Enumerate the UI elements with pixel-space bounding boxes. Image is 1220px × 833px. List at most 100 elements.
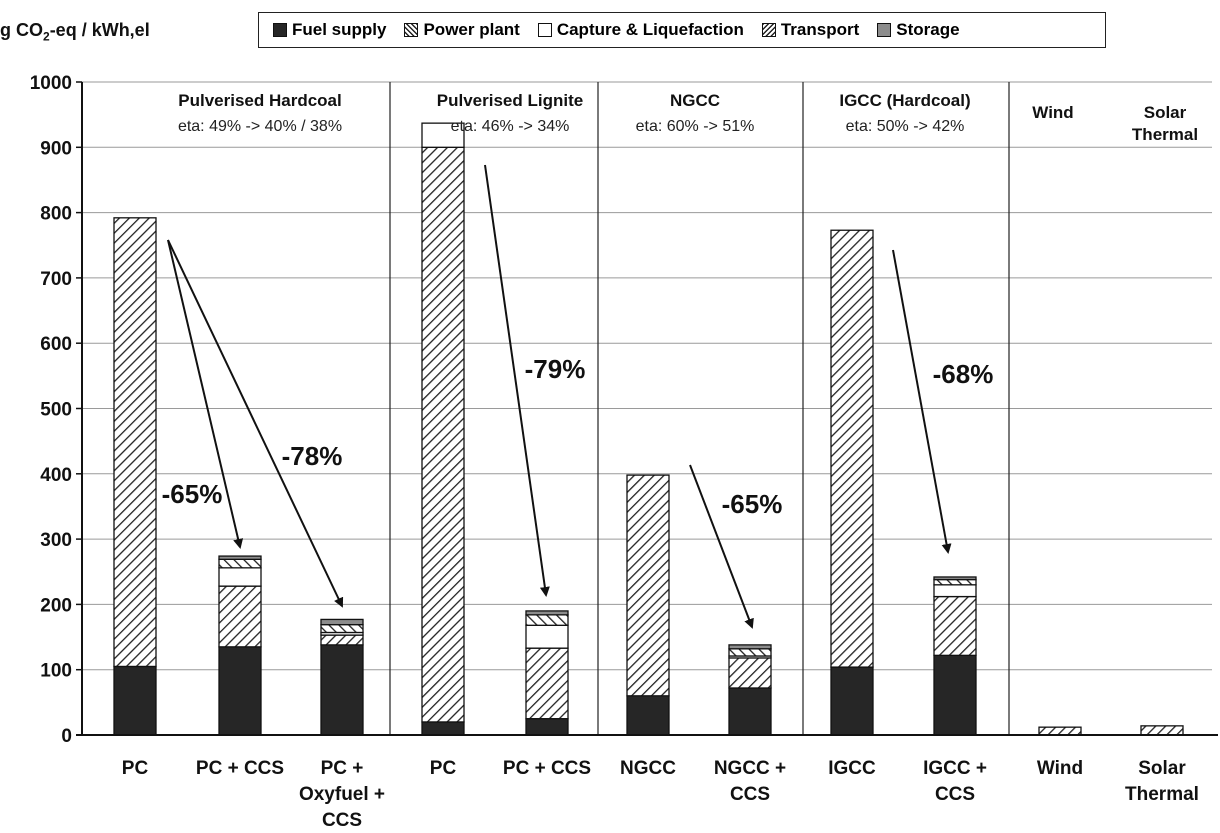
group-title: Solar: [1144, 103, 1187, 122]
bar-segment-storage-8: [933, 576, 977, 581]
y-tick-labels: 0 100 200 300 400 500 600 700 800 900 1000: [30, 73, 72, 747]
legend-label: Power plant: [423, 20, 520, 39]
x-tick-labels: PC PC + CCS PC + Oxyfuel + CCS PC PC + CCS NGCC…: [122, 758, 1199, 831]
bar-segment-power-plant-7: [830, 229, 874, 668]
group-title: Pulverised Hardcoal: [178, 91, 341, 110]
group-title: Wind: [1032, 103, 1073, 122]
x-tick-label: Wind: [1037, 758, 1083, 779]
group-subtitle: eta: 60% -> 51%: [636, 118, 755, 135]
bar-segment-storage-2: [320, 618, 364, 626]
legend-swatch-capture: [537, 23, 552, 37]
bar-segment-power-plant-8: [933, 595, 977, 656]
legend-item-transport: Transport: [761, 20, 860, 40]
bar-segment-power-plant-4: [525, 647, 569, 720]
bar-segment-capture-liquefaction-1: [218, 567, 262, 587]
y-axis-title: g CO2-eq / kWh,el: [0, 20, 150, 44]
bar-segment-power-plant-2: [320, 634, 364, 646]
bar-segment-fuel-supply-6: [728, 687, 772, 736]
x-tick-label: CCS: [730, 784, 770, 805]
axes: [76, 81, 1218, 736]
group-separators: [389, 82, 1010, 735]
x-tick-label: CCS: [935, 784, 975, 805]
bar-segment-fuel-supply-5: [626, 695, 670, 736]
bar-segment-power-plant-10: [1140, 725, 1184, 736]
group-subtitle: eta: 50% -> 42%: [846, 118, 965, 135]
reduction-label: -79%: [525, 354, 586, 384]
bar-segment-capture-liquefaction-8: [933, 584, 977, 598]
bar-segment-capture-liquefaction-3: [421, 122, 465, 148]
x-tick-label: IGCC +: [923, 758, 987, 779]
bar-segment-storage-1: [218, 555, 262, 560]
x-tick-label: PC: [430, 758, 457, 779]
group-titles: Pulverised Hardcoal eta: 49% -> 40% / 38%…: [178, 91, 1198, 144]
y-tick-label-0: 0: [61, 726, 72, 747]
chart-legend: Fuel supply Power plant Capture & Liquef…: [258, 12, 1106, 48]
x-tick-label: Oxyfuel +: [299, 784, 385, 805]
reduction-arrow: [167, 239, 244, 549]
group-title: Thermal: [1132, 125, 1198, 144]
bar-segment-fuel-supply-8: [933, 654, 977, 736]
legend-swatch-transport: [761, 23, 776, 37]
reduction-label: -65%: [722, 489, 783, 519]
y-tick-label-1000: 1000: [30, 73, 72, 94]
x-tick-label: PC: [122, 758, 149, 779]
bar-segment-storage-6: [728, 644, 772, 650]
reduction-label: -78%: [282, 441, 343, 471]
reduction-arrow: [689, 464, 754, 629]
reduction-label: -68%: [933, 359, 994, 389]
legend-swatch-power-plant: [404, 23, 419, 37]
annotations: -65% -78% -79% -65% -68%: [162, 164, 994, 629]
bar-segment-fuel-supply-7: [830, 666, 874, 736]
bar-segment-fuel-supply-0: [113, 665, 157, 736]
bar-segment-fuel-supply-4: [525, 718, 569, 736]
bar-segment-power-plant-6: [728, 657, 772, 689]
bar-segment-fuel-supply-1: [218, 646, 262, 736]
legend-swatch-fuel-supply: [273, 23, 287, 37]
bar-segment-fuel-supply-2: [320, 644, 364, 736]
bar-segment-power-plant-3: [421, 146, 465, 723]
x-tick-label: PC +: [321, 758, 364, 779]
legend-item-power-plant: Power plant: [404, 20, 520, 40]
reduction-label: -65%: [162, 479, 223, 509]
y-tick-label-800: 800: [40, 204, 72, 225]
y-tick-label-300: 300: [40, 530, 72, 551]
y-tick-label-700: 700: [40, 269, 72, 290]
legend-item-capture: Capture & Liquefaction: [537, 20, 744, 40]
reduction-arrow: [892, 249, 952, 554]
bar-segment-capture-liquefaction-4: [525, 624, 569, 649]
reduction-arrow: [484, 164, 550, 597]
y-tick-label-600: 600: [40, 334, 72, 355]
x-tick-label: CCS: [322, 810, 362, 831]
bars: [113, 122, 1184, 736]
x-tick-label: Solar: [1138, 758, 1186, 779]
x-tick-label: NGCC: [620, 758, 676, 779]
legend-swatch-storage: [877, 23, 892, 37]
y-tick-label-400: 400: [40, 465, 72, 486]
bar-segment-transport-8: [933, 578, 977, 586]
x-tick-label: IGCC: [828, 758, 876, 779]
bar-segment-fuel-supply-3: [421, 721, 465, 736]
x-tick-label: PC + CCS: [196, 758, 284, 779]
x-tick-label: PC + CCS: [503, 758, 591, 779]
bar-segment-power-plant-9: [1038, 726, 1082, 736]
group-title: NGCC: [670, 91, 720, 110]
x-tick-label: Thermal: [1125, 784, 1199, 805]
y-tick-label-200: 200: [40, 595, 72, 616]
group-title: Pulverised Lignite: [437, 91, 583, 110]
y-tick-label-100: 100: [40, 661, 72, 682]
group-subtitle: eta: 49% -> 40% / 38%: [178, 118, 342, 135]
x-tick-label: NGCC +: [714, 758, 786, 779]
group-title: IGCC (Hardcoal): [839, 91, 970, 110]
legend-label: Transport: [780, 20, 860, 39]
reduction-arrow: [167, 239, 344, 608]
y-tick-label-500: 500: [40, 400, 72, 421]
y-tick-label-900: 900: [40, 138, 72, 159]
legend-label: Capture & Liquefaction: [556, 20, 744, 39]
legend-item-fuel-supply: Fuel supply: [273, 20, 386, 40]
bar-segment-power-plant-1: [218, 585, 262, 648]
group-subtitle: eta: 46% -> 34%: [451, 118, 570, 135]
bar-segment-transport-1: [218, 558, 262, 569]
bar-segment-transport-6: [728, 648, 772, 657]
bar-segment-transport-2: [320, 623, 364, 634]
